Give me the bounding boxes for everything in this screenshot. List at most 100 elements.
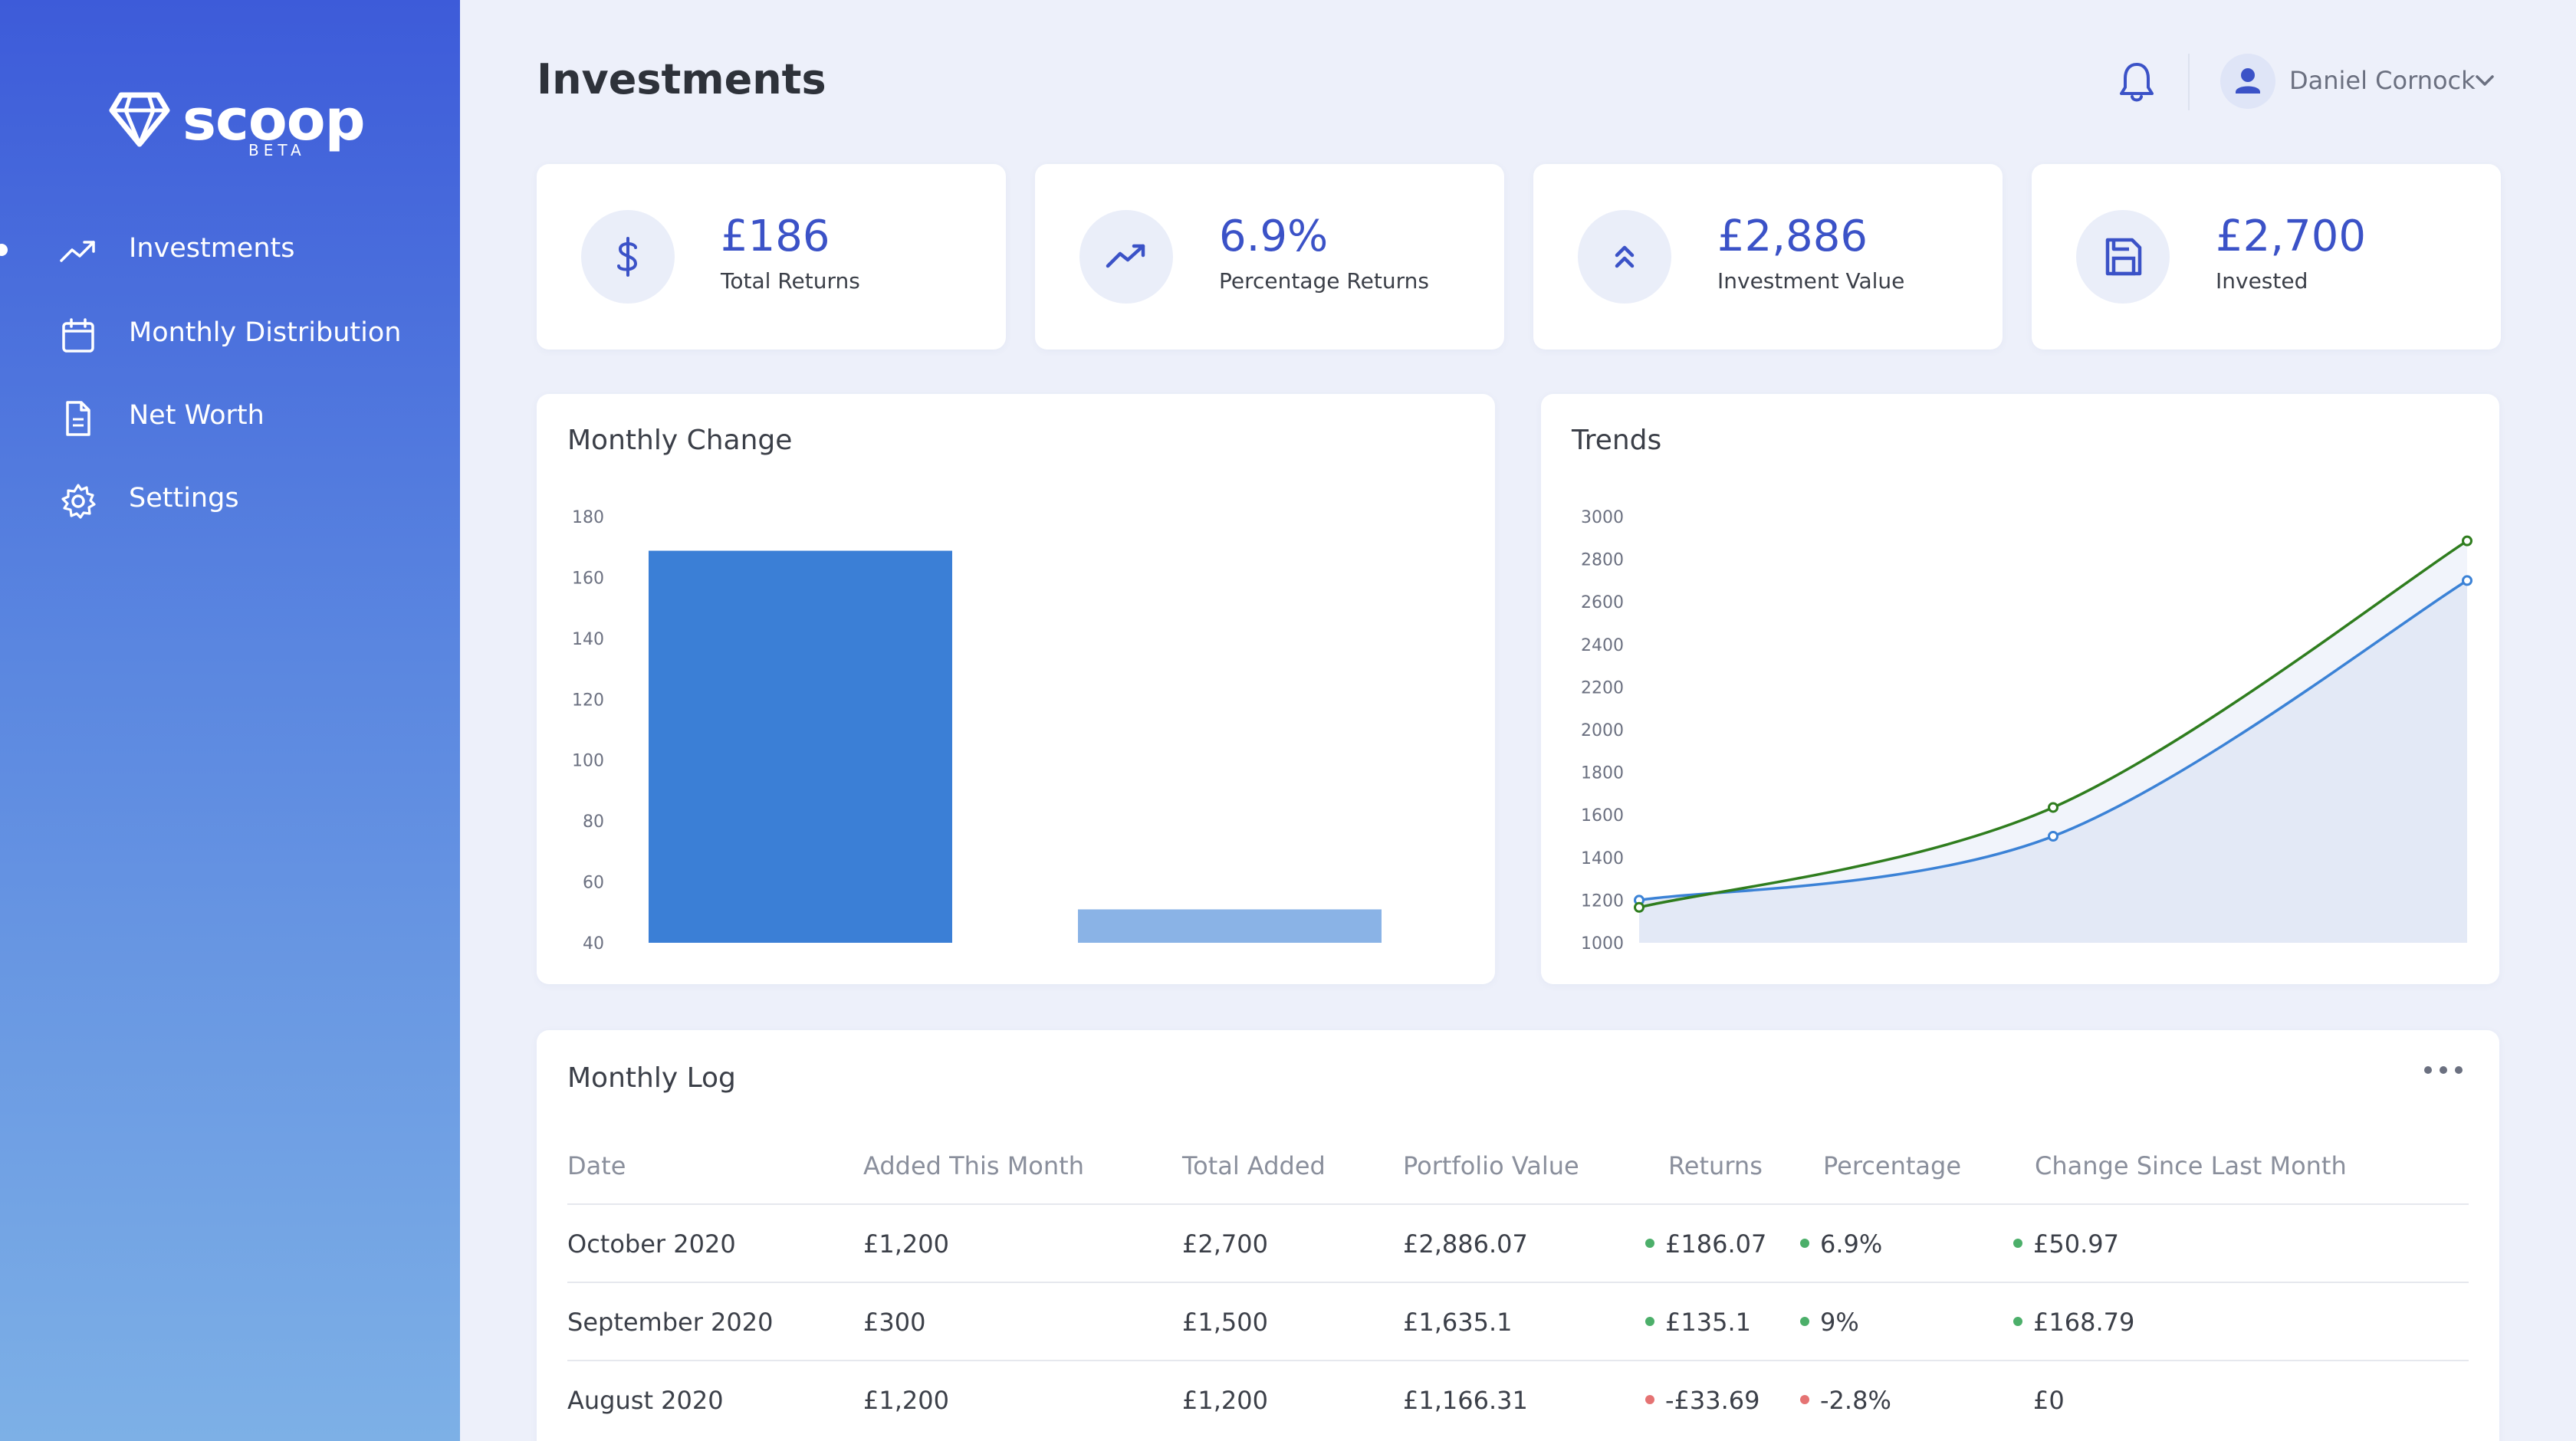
- y-tick-label: 2400: [1581, 636, 1624, 655]
- column-header-date[interactable]: Date: [567, 1151, 626, 1180]
- table-cell-total: £1,200: [1182, 1386, 1268, 1415]
- table-cell-total: £1,500: [1182, 1308, 1268, 1337]
- stat-card-invested: £2,700 Invested: [2032, 164, 2501, 350]
- table-cell-text: £2,700: [1182, 1229, 1268, 1259]
- double-chevron-up-icon: [1615, 245, 1635, 268]
- stat-label: Total Returns: [721, 268, 860, 294]
- table-cell-text: £168.79: [2033, 1308, 2135, 1337]
- bell-icon[interactable]: [2118, 60, 2156, 103]
- y-tick-label: 2600: [1581, 593, 1624, 612]
- stat-value: £186: [721, 212, 830, 261]
- brand-logo[interactable]: scoop BETA: [109, 86, 366, 162]
- table-cell-text: August 2020: [567, 1386, 724, 1415]
- table-cell-text: £1,200: [863, 1386, 949, 1415]
- column-header-portfolio[interactable]: Portfolio Value: [1403, 1151, 1579, 1180]
- table-cell-text: £1,635.1: [1403, 1308, 1513, 1337]
- data-point: [2462, 575, 2472, 586]
- table-cell-change: £0: [2033, 1386, 2065, 1415]
- y-tick-label: 2000: [1581, 721, 1624, 740]
- user-name[interactable]: Daniel Cornock: [2289, 66, 2476, 95]
- stat-label: Investment Value: [1717, 268, 1905, 294]
- status-dot: [1645, 1317, 1654, 1326]
- y-tick-label: 1800: [1581, 764, 1624, 783]
- stat-card-percentage-returns: 6.9% Percentage Returns: [1035, 164, 1504, 350]
- table-cell-text: September 2020: [567, 1308, 774, 1337]
- table-cell-value: £2,886.07: [1403, 1229, 1528, 1259]
- table-cell-text: -£33.69: [1665, 1386, 1760, 1415]
- monthly-change-card: Monthly Change 40 60 80 100 120 140 160 180: [537, 394, 1495, 984]
- table-cell-returns: £135.1: [1645, 1308, 1751, 1337]
- sidebar: scoop BETA Investments Monthly Distribut…: [0, 0, 460, 1441]
- avatar[interactable]: [2220, 54, 2275, 109]
- table-cell-date: October 2020: [567, 1229, 736, 1259]
- document-icon: [66, 401, 90, 436]
- stat-card-investment-value: £2,886 Investment Value: [1533, 164, 2003, 350]
- trends-chart: 1000 1200 1400 1600 1800 2000 2200 2400 2600 2800…: [1581, 508, 2472, 954]
- sidebar-item-net-worth[interactable]: Net Worth: [0, 386, 460, 448]
- beta-badge: BETA: [248, 141, 306, 159]
- status-dot: [2013, 1239, 2022, 1248]
- y-tick-label: 2200: [1581, 678, 1624, 698]
- trends-title: Trends: [1572, 425, 1662, 456]
- column-header-percentage[interactable]: Percentage: [1823, 1151, 1962, 1180]
- y-tick-label: 120: [572, 691, 604, 710]
- area-fill-lower: [1639, 580, 2467, 943]
- stat-icon-circle: [581, 210, 675, 304]
- stat-value: 6.9%: [1219, 212, 1329, 261]
- y-tick-label: 140: [572, 630, 604, 649]
- monthly-log-title: Monthly Log: [567, 1062, 736, 1094]
- data-point: [1634, 901, 1644, 913]
- monthly-change-chart: 40 60 80 100 120 140 160 180: [572, 508, 1382, 954]
- stat-label: Invested: [2216, 268, 2308, 294]
- sidebar-item-label: Monthly Distribution: [129, 317, 402, 348]
- header-divider: [2188, 54, 2190, 110]
- sidebar-item-investments[interactable]: Investments: [0, 219, 460, 281]
- status-dot: [2013, 1317, 2022, 1326]
- column-header-returns[interactable]: Returns: [1668, 1151, 1763, 1180]
- table-cell-text: £1,200: [863, 1229, 949, 1259]
- table-cell-text: £0: [2033, 1386, 2065, 1415]
- sidebar-item-monthly-distribution[interactable]: Monthly Distribution: [0, 304, 460, 365]
- stat-icon-circle: [1079, 210, 1173, 304]
- sidebar-item-settings[interactable]: Settings: [0, 469, 460, 530]
- y-tick-label: 160: [572, 569, 604, 588]
- column-header-change[interactable]: Change Since Last Month: [2035, 1151, 2347, 1180]
- more-options-icon[interactable]: [2423, 1062, 2464, 1078]
- table-cell-value: £1,635.1: [1403, 1308, 1513, 1337]
- save-icon: [2105, 238, 2142, 276]
- chevron-down-icon[interactable]: [2475, 74, 2495, 87]
- y-tick-label: 60: [583, 874, 604, 893]
- row-divider: [567, 1203, 2469, 1205]
- status-dot: [1800, 1395, 1809, 1404]
- dollar-icon: [617, 237, 638, 277]
- trending-up-icon: [60, 241, 95, 262]
- table-cell-text: £1,500: [1182, 1308, 1268, 1337]
- table-cell-text: £300: [863, 1308, 926, 1337]
- table-cell-text: £1,200: [1182, 1386, 1268, 1415]
- trending-up-icon: [1106, 244, 1145, 268]
- column-header-added[interactable]: Added This Month: [863, 1151, 1084, 1180]
- table-cell-text: -2.8%: [1820, 1386, 1891, 1415]
- data-point: [2462, 535, 2472, 547]
- table-cell-added: £300: [863, 1308, 925, 1337]
- brand-name: scoop: [182, 87, 366, 153]
- stat-icon-circle: [1578, 210, 1671, 304]
- stat-icon-circle: [2076, 210, 2170, 304]
- table-cell-value: £1,166.31: [1403, 1386, 1528, 1415]
- table-cell-change: £50.97: [2013, 1229, 2119, 1259]
- stat-value: £2,700: [2216, 212, 2366, 261]
- y-tick-label: 40: [583, 934, 604, 954]
- data-point: [2048, 831, 2058, 842]
- table-cell-returns: -£33.69: [1645, 1386, 1760, 1415]
- stat-label: Percentage Returns: [1219, 268, 1429, 294]
- monthly-change-title: Monthly Change: [567, 425, 793, 456]
- column-header-total[interactable]: Total Added: [1182, 1151, 1326, 1180]
- table-cell-change: £168.79: [2013, 1308, 2134, 1337]
- table-cell-text: 9%: [1820, 1308, 1859, 1337]
- stat-value: £2,886: [1717, 212, 1868, 261]
- row-divider: [567, 1360, 2469, 1361]
- status-dot: [1800, 1239, 1809, 1248]
- y-tick-label: 1600: [1581, 806, 1624, 826]
- table-cell-text: 6.9%: [1820, 1229, 1883, 1259]
- table-cell-pct: 9%: [1800, 1308, 1859, 1337]
